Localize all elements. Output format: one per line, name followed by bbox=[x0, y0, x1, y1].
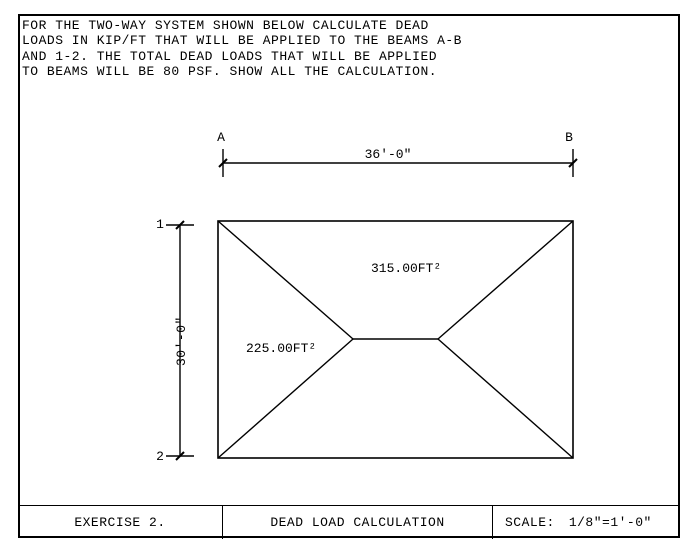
svg-text:225.00FT²: 225.00FT² bbox=[246, 341, 316, 356]
title-right: SCALE: 1/8"=1'-0" bbox=[493, 506, 680, 539]
svg-text:2: 2 bbox=[156, 449, 164, 464]
scale-label: SCALE: bbox=[505, 515, 555, 530]
svg-text:A: A bbox=[217, 130, 225, 145]
title-left: EXERCISE 2. bbox=[18, 506, 223, 539]
drawing-sheet: FOR THE TWO-WAY SYSTEM SHOWN BELOW CALCU… bbox=[0, 0, 695, 553]
title-block: EXERCISE 2. DEAD LOAD CALCULATION SCALE:… bbox=[18, 505, 680, 539]
svg-text:B: B bbox=[565, 130, 573, 145]
svg-text:1: 1 bbox=[156, 217, 164, 232]
dim-vertical-label: 30'-0" bbox=[174, 316, 189, 366]
scale-value: 1/8"=1'-0" bbox=[569, 515, 652, 530]
diagram-svg: 36'-0" A B 1 2 315.00FT² 225.00FT² bbox=[18, 14, 680, 506]
svg-text:36'-0": 36'-0" bbox=[365, 147, 412, 162]
drawing-area: 36'-0" A B 1 2 315.00FT² 225.00FT² bbox=[18, 14, 680, 506]
title-mid: DEAD LOAD CALCULATION bbox=[223, 506, 493, 539]
svg-text:315.00FT²: 315.00FT² bbox=[371, 261, 441, 276]
